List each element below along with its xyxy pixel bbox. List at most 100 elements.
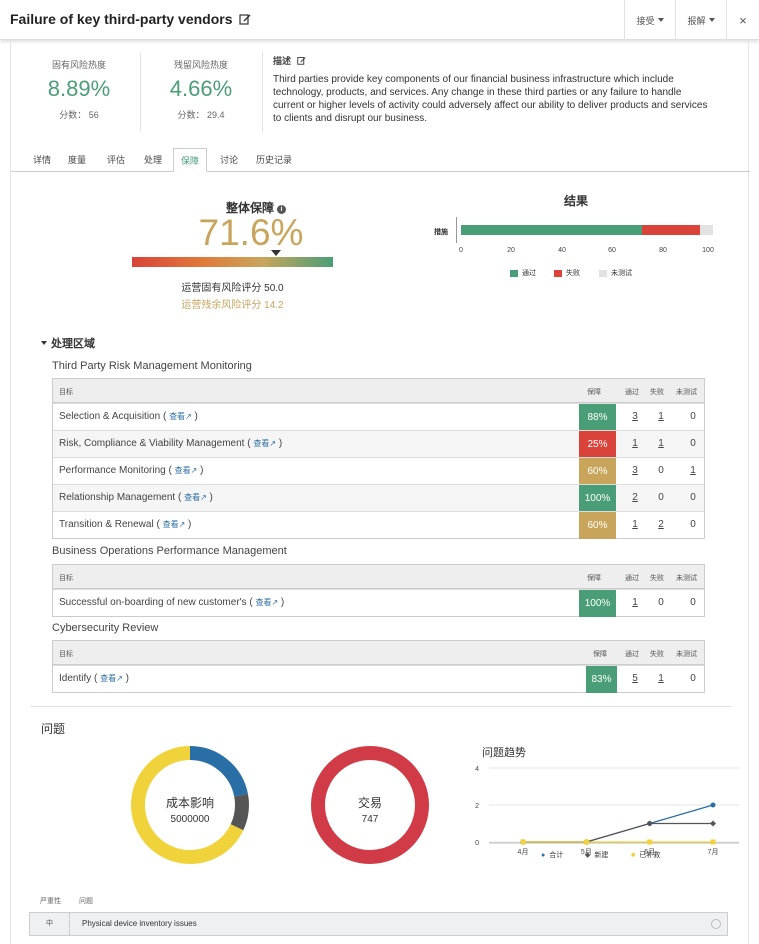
fail-count: 0 <box>658 597 664 608</box>
pass-count[interactable]: 1 <box>632 597 638 608</box>
gauge-marker <box>270 250 281 256</box>
view-link[interactable]: 查看↗ <box>175 466 198 475</box>
export-button[interactable]: 报解 <box>675 0 726 40</box>
col-issue: 问题 <box>79 898 93 905</box>
tab-details[interactable]: 详情 <box>33 155 52 165</box>
row-name: Relationship Management ( 查看↗ ) <box>59 492 213 503</box>
legend-swatch: ● <box>541 851 546 859</box>
transactions-donut <box>311 746 429 864</box>
processing-areas-heading[interactable]: 处理区域 <box>41 335 95 351</box>
col-untested: 未测试 <box>676 389 697 396</box>
x-tick-label: 6月 <box>644 848 655 856</box>
legend-swatch: ◆ <box>585 852 591 859</box>
results-row-label: 措施 <box>434 229 448 236</box>
assurance-pct: 60% <box>579 512 616 539</box>
issues-heading: 问题 <box>41 722 66 736</box>
inherent-risk-value: 8.89% <box>47 76 111 101</box>
tab-metrics[interactable]: 度量 <box>68 155 87 165</box>
col-untested: 未测试 <box>676 651 697 658</box>
accept-button[interactable]: 接受 <box>624 0 675 40</box>
view-link[interactable]: 查看↗ <box>169 412 192 421</box>
row-name: Selection & Acquisition ( 查看↗ ) <box>59 411 198 422</box>
pass-count[interactable]: 1 <box>632 438 638 449</box>
tab-assessment[interactable]: 评估 <box>107 155 126 165</box>
x-tick-label: 7月 <box>708 848 719 856</box>
data-point <box>710 820 716 827</box>
objectives-table: 目标 保障 通过 失败 未测试 Identify ( 查看↗ ) 83% 5 1… <box>52 640 705 693</box>
fail-count[interactable]: 1 <box>658 411 664 422</box>
pass-count[interactable]: 2 <box>632 492 638 503</box>
residual-risk-metric: 残留风险热度 4.66% 分数： 29.4 <box>153 58 249 121</box>
row-name-text: Performance Monitoring <box>59 465 166 476</box>
inherent-risk-metric: 固有风险热度 8.89% 分数： 56 <box>31 58 127 121</box>
edit-icon[interactable] <box>239 12 251 25</box>
results-bar <box>461 225 713 235</box>
col-target: 目标 <box>59 575 73 582</box>
row-name: Transition & Renewal ( 查看↗ ) <box>59 519 192 530</box>
col-severity: 严重性 <box>40 898 61 905</box>
info-icon[interactable]: i <box>277 205 286 214</box>
col-target: 目标 <box>59 389 73 396</box>
residual-score-line: 运营残余风险评分 14.2 <box>181 300 284 311</box>
x-tick-label: 5月 <box>581 848 592 856</box>
view-link[interactable]: 查看↗ <box>184 493 207 502</box>
row-name-text: Successful on-boarding of new customer's <box>59 597 247 608</box>
overall-assurance-title: 整体保障 i <box>191 199 321 216</box>
legend-label: 合计 <box>549 852 564 859</box>
expand-icon[interactable] <box>711 919 721 929</box>
fail-count[interactable]: 2 <box>658 519 664 530</box>
view-link[interactable]: 查看↗ <box>100 674 123 683</box>
untested-count[interactable]: 1 <box>690 465 696 476</box>
pass-count[interactable]: 5 <box>632 673 638 684</box>
overall-assurance-value: 71.6% <box>198 212 304 253</box>
tab-assurance[interactable]: 保障 <box>173 148 208 172</box>
table-row: Performance Monitoring ( 查看↗ ) 60% 3 0 1 <box>53 457 704 485</box>
close-icon: × <box>739 12 747 28</box>
series-line <box>523 822 713 843</box>
legend-label: 新建 <box>594 852 609 859</box>
tick-label: 60 <box>608 247 616 254</box>
bar-fail <box>642 225 701 235</box>
legend-label: 通过 <box>522 270 536 277</box>
pass-count[interactable]: 1 <box>632 519 638 530</box>
row-name: Successful on-boarding of new customer's… <box>59 597 285 608</box>
donut-segments <box>131 746 249 864</box>
tab-treatment[interactable]: 处理 <box>144 155 163 165</box>
row-name: Performance Monitoring ( 查看↗ ) <box>59 465 204 476</box>
view-link[interactable]: 查看↗ <box>163 520 186 529</box>
issue-row[interactable]: 中 Physical device inventory issues <box>29 912 728 936</box>
issue-name: Physical device inventory issues <box>82 919 197 928</box>
legend-fail: 失败 <box>554 268 580 278</box>
view-link[interactable]: 查看↗ <box>255 598 278 607</box>
trend-title: 问题趋势 <box>482 747 526 759</box>
external-link-icon: ↗ <box>116 674 123 683</box>
group-title: Business Operations Performance Manageme… <box>52 545 287 557</box>
legend-swatch: ■ <box>631 851 636 859</box>
tick-label: 80 <box>659 247 667 254</box>
description-text: Third parties provide key components of … <box>273 74 708 124</box>
transactions-label: 交易 <box>357 796 382 810</box>
pass-count[interactable]: 3 <box>632 465 638 476</box>
legend-pass: 通过 <box>510 268 536 278</box>
close-button[interactable]: × <box>726 0 759 40</box>
data-point <box>646 820 653 827</box>
group-title: Third Party Risk Management Monitoring <box>52 360 252 372</box>
view-link[interactable]: 查看↗ <box>253 439 276 448</box>
pass-count[interactable]: 3 <box>632 411 638 422</box>
fail-count[interactable]: 1 <box>658 673 664 684</box>
overall-assurance-title-text: 整体保障 <box>225 201 274 215</box>
tab-discussion[interactable]: 讨论 <box>220 155 239 165</box>
fail-count[interactable]: 1 <box>658 438 664 449</box>
legend-untested: 未测试 <box>599 268 632 278</box>
external-link-icon: ↗ <box>200 493 207 502</box>
col-pass: 通过 <box>625 575 639 582</box>
data-point <box>647 839 653 845</box>
untested-count: 0 <box>690 519 696 530</box>
tab-history[interactable]: 历史记录 <box>256 155 293 165</box>
edit-icon[interactable] <box>296 56 306 65</box>
cost-impact-label: 成本影响 <box>165 796 214 810</box>
risk-detail-panel: 固有风险热度 8.89% 分数： 56 残留风险热度 4.66% 分数： 29.… <box>10 40 750 944</box>
legend-label: 已补救 <box>639 852 661 859</box>
results-title: 结果 <box>563 194 588 208</box>
assurance-gauge <box>132 250 333 267</box>
